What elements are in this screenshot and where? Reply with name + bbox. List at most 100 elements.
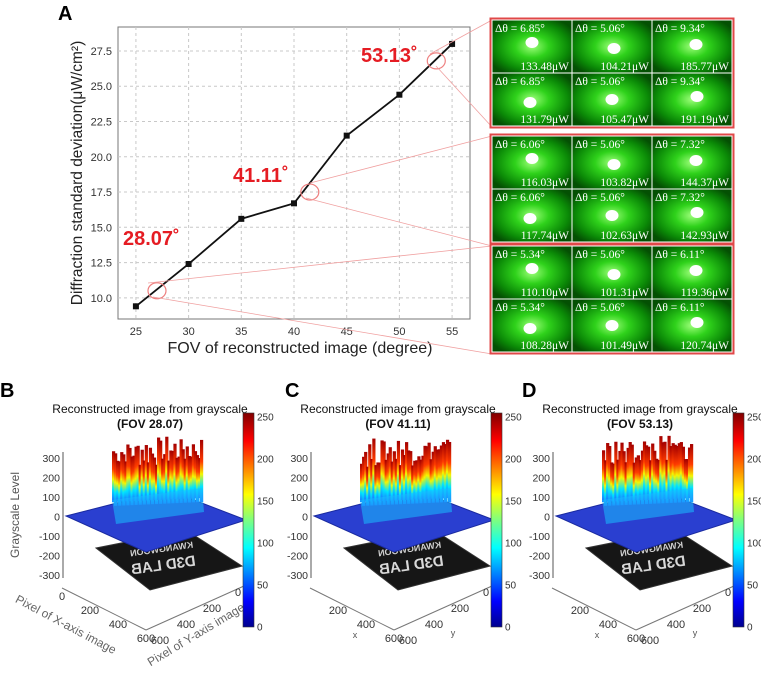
surface-spike [114, 453, 118, 506]
surface-spike [372, 438, 376, 502]
surface-spike [124, 461, 128, 502]
colorbar [732, 412, 745, 628]
colorbar-tick-label: 100 [505, 539, 522, 550]
surface-spike [118, 461, 122, 506]
z-tick-label: 0 [54, 512, 60, 524]
surface-spike [622, 451, 626, 502]
surface-spike [669, 446, 673, 503]
y-axis-label: y [693, 628, 698, 638]
surface-spike [130, 456, 134, 506]
surface-spike [671, 443, 675, 499]
surface-spike [384, 459, 388, 501]
colorbar-tick-label: 250 [257, 413, 274, 424]
surface-spike [419, 459, 423, 504]
spot-angle-label: Δθ = 5.06° [575, 302, 625, 314]
surface-spike [388, 447, 392, 501]
spot-angle-label: Δθ = 6.06° [495, 139, 545, 151]
spot-power-label: 110.10μW [521, 287, 569, 299]
surface-spike [163, 454, 167, 504]
surface-spike [173, 443, 177, 500]
x-axis-label: x [353, 630, 358, 640]
colorbar-tick-label: 200 [257, 455, 274, 466]
surface-spike [608, 446, 612, 506]
z-tick-label: 100 [532, 492, 550, 504]
spot-tile: Δθ = 5.34° 108.28μW [491, 298, 573, 353]
surface-spike [606, 443, 610, 502]
spot-power-label: 116.03μW [521, 177, 569, 189]
y-tick-label: 0 [483, 587, 489, 599]
highlight-circle [147, 282, 167, 300]
surface-spike [150, 453, 155, 505]
surface-spike [675, 445, 679, 499]
surface-spike [636, 455, 640, 505]
y-tick-label: 0 [235, 587, 241, 599]
surface-spike [604, 460, 608, 506]
surface-spike [191, 444, 196, 503]
y-tick-label: 25.0 [91, 81, 112, 93]
x-tick-label: 200 [329, 605, 347, 617]
surface-spike [169, 450, 173, 500]
surface-subtitle: (FOV 41.11) [365, 417, 430, 431]
surface-spike [431, 451, 435, 503]
spot-angle-label: Δθ = 9.34° [655, 76, 705, 88]
spot-tile: Δθ = 6.85° 133.48μW [491, 19, 573, 74]
surface-spike [376, 462, 380, 502]
spot-angle-label: Δθ = 5.34° [495, 302, 545, 314]
surface-spike [610, 462, 614, 502]
colorbar-tick-label: 0 [747, 623, 753, 634]
spot-tile: Δθ = 7.32° 144.37μW [651, 135, 733, 190]
surface-spike [179, 439, 183, 503]
light-spot [607, 159, 621, 170]
surface-spike [435, 449, 439, 503]
surface-spike [624, 462, 628, 505]
z-tick-label: 300 [532, 453, 550, 465]
surface-spike [165, 436, 169, 500]
colorbar [490, 412, 503, 628]
fov-annotation: 28.07˚ [123, 227, 180, 250]
spot-tile: Δθ = 6.11° 120.74μW [651, 298, 733, 353]
surface-spike [136, 445, 140, 501]
surface-spike [161, 458, 165, 500]
surface-spike [634, 457, 638, 501]
x-tick-label: 55 [446, 326, 458, 338]
grid [118, 27, 470, 319]
surface-skirt [360, 488, 452, 524]
surface-spike [402, 455, 407, 505]
z-tick-label: -200 [529, 551, 550, 563]
spot-tile: Δθ = 5.06° 104.21μW [571, 19, 653, 74]
surface-spike [685, 459, 690, 503]
surface-spike [425, 446, 429, 500]
colorbar-tick-label: 50 [505, 581, 517, 592]
surface-spike [157, 437, 161, 500]
surface-spike [152, 457, 157, 501]
spot-tile: Δθ = 6.06° 116.03μW [491, 135, 573, 190]
surface-spike [647, 446, 651, 500]
data-point [185, 260, 192, 267]
spot-tile: Δθ = 7.32° 142.93μW [651, 188, 733, 243]
surface-spike [614, 441, 618, 502]
surface-skirt [602, 488, 694, 524]
highlight-circle [300, 183, 320, 201]
z-tick-label: 300 [290, 453, 308, 465]
surface-spike [683, 459, 688, 499]
surface-spike [690, 444, 694, 502]
light-spot [607, 43, 621, 54]
surface-spike [655, 458, 659, 500]
z-tick-label: 200 [290, 473, 308, 485]
surface-spike [148, 447, 153, 501]
surface-skirt [112, 488, 204, 524]
surface-spike [659, 436, 663, 500]
z-axis-label: Grayscale Level [8, 472, 22, 558]
surface-spike [640, 450, 645, 505]
surface-spike [400, 449, 405, 501]
surface-spike [407, 450, 411, 504]
z-tick-label: 200 [532, 473, 550, 485]
x-tick-label: 50 [393, 326, 405, 338]
surface-spike [167, 460, 171, 504]
y-axis-label: Pixel of Y-axis image [145, 600, 247, 668]
